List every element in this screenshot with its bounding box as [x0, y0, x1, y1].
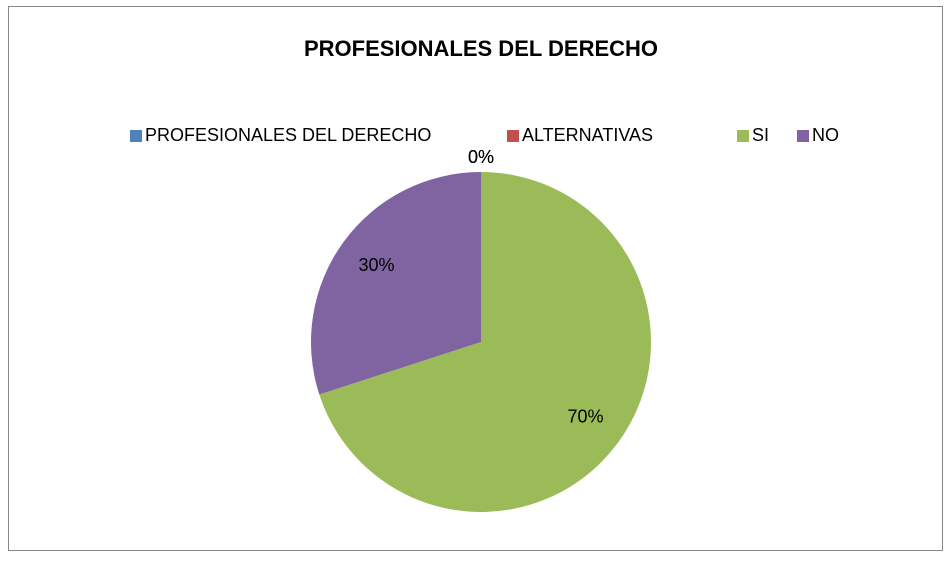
- legend-swatch: [797, 130, 809, 142]
- data-label: 30%: [358, 255, 394, 275]
- data-label: 0%: [468, 147, 494, 167]
- legend-label: ALTERNATIVAS: [522, 125, 653, 145]
- data-label: 0%: [468, 147, 494, 167]
- data-label: 70%: [568, 407, 604, 427]
- legend-label: PROFESIONALES DEL DERECHO: [145, 125, 431, 145]
- legend-swatch: [130, 130, 142, 142]
- legend-swatch: [507, 130, 519, 142]
- legend-label: NO: [812, 125, 839, 145]
- pie-slice: [319, 172, 652, 512]
- chart-title: PROFESIONALES DEL DERECHO: [304, 36, 658, 61]
- legend-swatch: [737, 130, 749, 142]
- pie-slice: [311, 172, 481, 395]
- legend-label: SI: [752, 125, 769, 145]
